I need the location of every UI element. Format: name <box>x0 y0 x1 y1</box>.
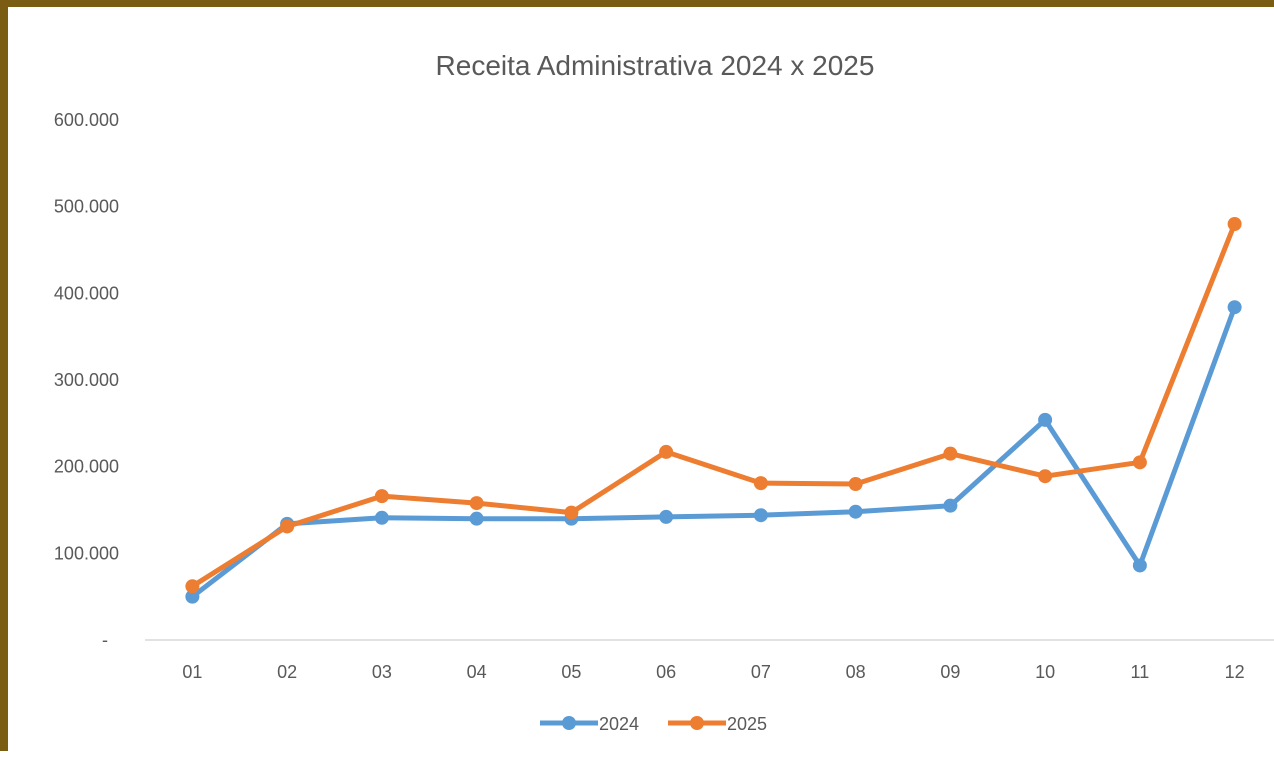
y-tick-label: 300.000 <box>54 370 119 390</box>
y-tick-label: 400.000 <box>54 283 119 303</box>
x-tick-label: 01 <box>182 662 202 682</box>
data-point <box>753 508 768 523</box>
series-line <box>189 221 1238 589</box>
series-2025 <box>185 217 1242 594</box>
data-point <box>1132 455 1147 470</box>
data-point <box>469 511 484 526</box>
legend-label: 2025 <box>727 714 767 734</box>
legend: 2024 2025 <box>540 714 767 734</box>
data-point <box>185 579 200 594</box>
data-point <box>943 446 958 461</box>
y-tick-label: 500.000 <box>54 197 119 217</box>
x-tick-label: 10 <box>1035 662 1055 682</box>
series-2024 <box>185 300 1242 604</box>
x-tick-label: 08 <box>846 662 866 682</box>
data-point <box>943 498 958 513</box>
data-point <box>848 477 863 491</box>
data-point <box>469 496 484 511</box>
data-point <box>659 444 674 459</box>
data-point <box>1038 412 1053 427</box>
y-tick-label: 100.000 <box>54 543 119 563</box>
chart-title: Receita Administrativa 2024 x 2025 <box>436 50 875 81</box>
line-chart: Receita Administrativa 2024 x 2025 - 100.… <box>54 50 1274 734</box>
series-lines <box>185 217 1242 604</box>
x-tick-label: 03 <box>372 662 392 682</box>
data-point <box>848 504 863 519</box>
legend-label: 2024 <box>599 714 639 734</box>
y-tick-label: 200.000 <box>54 457 119 477</box>
x-tick-label: 05 <box>561 662 581 682</box>
data-point <box>280 519 295 534</box>
data-point <box>1227 300 1242 315</box>
x-tick-label: 09 <box>940 662 960 682</box>
x-tick-label: 02 <box>277 662 297 682</box>
data-point <box>1132 558 1147 573</box>
data-point <box>1227 217 1242 231</box>
y-tick-label: - <box>102 630 108 650</box>
data-point <box>185 589 200 604</box>
legend-swatch-marker <box>562 716 576 730</box>
data-point <box>659 509 674 524</box>
data-point <box>374 489 389 504</box>
data-point <box>753 476 768 491</box>
legend-item: 2024 <box>540 714 639 734</box>
y-axis-labels: - 100.000 200.000 300.000 400.000 500.000 600.… <box>54 110 119 650</box>
x-axis-labels: 01 02 03 04 05 06 07 08 09 10 11 12 <box>182 662 1244 682</box>
y-tick-label: 600.000 <box>54 110 119 130</box>
data-point <box>1038 469 1053 484</box>
series-line <box>189 304 1238 600</box>
legend-swatch-marker <box>690 716 704 730</box>
x-tick-label: 11 <box>1131 662 1150 682</box>
x-tick-label: 12 <box>1225 662 1245 682</box>
x-tick-label: 04 <box>467 662 487 682</box>
data-point <box>374 510 389 525</box>
data-point <box>564 505 579 520</box>
x-tick-label: 07 <box>751 662 771 682</box>
x-tick-label: 06 <box>656 662 676 682</box>
legend-item: 2025 <box>668 714 767 734</box>
